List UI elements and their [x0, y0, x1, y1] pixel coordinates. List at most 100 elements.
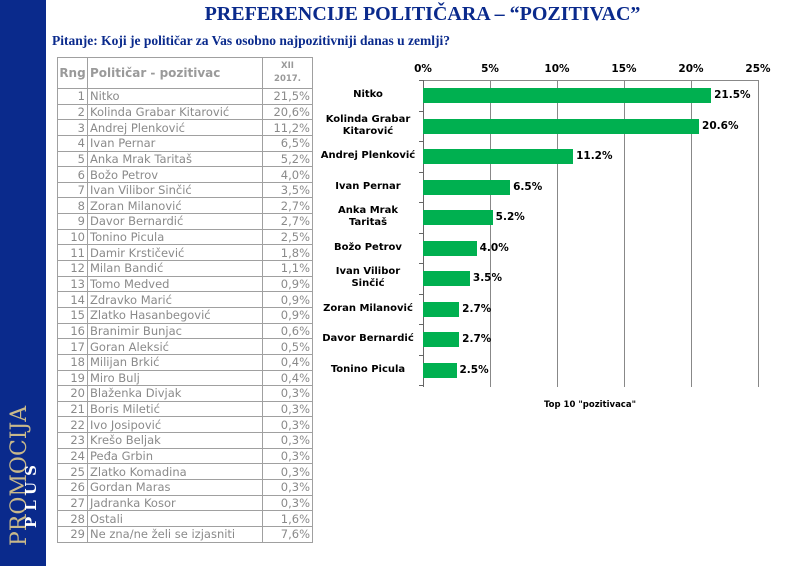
rank-cell: 2 — [57, 103, 88, 121]
rank-cell: 19 — [57, 369, 88, 387]
y-tick — [419, 141, 423, 142]
category-label-line: Božo Petrov — [334, 241, 402, 253]
value-cell: 2,7% — [262, 213, 313, 230]
value-cell: 0,5% — [262, 338, 313, 355]
politician-cell: Anka Mrak Taritaš — [87, 150, 263, 168]
bar — [423, 210, 493, 225]
table-row: 19 Miro Bulj 0,4% — [57, 369, 313, 387]
value-cell: 1,1% — [262, 260, 313, 277]
politician-cell: Tomo Medved — [87, 275, 263, 293]
rank-cell: 13 — [57, 275, 88, 293]
table-row: 12 Milan Bandić 1,1% — [57, 260, 313, 277]
table-row: 14 Zdravko Marić 0,9% — [57, 291, 313, 308]
rank-cell: 14 — [57, 291, 88, 308]
y-tick — [419, 80, 423, 81]
category-label: Zoran Milanović — [316, 303, 420, 315]
rank-cell: 10 — [57, 228, 88, 246]
politician-cell: Božo Petrov — [87, 166, 263, 183]
value-cell: 11,2% — [262, 119, 313, 136]
politician-cell: Branimir Bunjac — [87, 322, 263, 340]
gridline — [691, 80, 692, 387]
value-cell: 0,3% — [262, 400, 313, 418]
table-row: 2 Kolinda Grabar Kitarović 20,6% — [57, 103, 313, 121]
ranking-table: Rng Političar - pozitivac XII 2017. 1 Nitk… — [57, 57, 313, 543]
value-cell: 5,2% — [262, 150, 313, 168]
table-row: 5 Anka Mrak Taritaš 5,2% — [57, 150, 313, 168]
table-header-row: Rng Političar - pozitivac XII 2017. — [57, 57, 313, 89]
category-label-line: Andrej Plenković — [320, 150, 416, 161]
table-row: 11 Damir Krstičević 1,8% — [57, 244, 313, 262]
table-row: 29 Ne zna/ne želi se izjasniti 7,6% — [57, 525, 313, 543]
category-label: Davor Bernardić — [316, 333, 420, 345]
category-label: Andrej Plenković — [316, 150, 420, 162]
politician-cell: Andrej Plenković — [87, 119, 263, 136]
politician-cell: Gordan Maras — [87, 479, 263, 496]
rank-cell: 24 — [57, 447, 88, 465]
rank-cell: 3 — [57, 119, 88, 136]
category-label-line: Davor Bernardić — [322, 333, 414, 344]
table-row: 1 Nitko 21,5% — [57, 88, 313, 105]
bar-value-label: 3.5% — [472, 272, 503, 284]
y-tick — [419, 232, 423, 234]
table-row: 16 Branimir Bunjac 0,6% — [57, 322, 313, 340]
table-row: 3 Andrej Plenković 11,2% — [57, 119, 313, 136]
category-label-line: Sinčić — [351, 278, 385, 289]
bar-value-label: 5.2% — [495, 211, 525, 223]
header-period-year: 2017. — [274, 74, 301, 84]
table-row: 27 Jadranka Kosor 0,3% — [57, 494, 313, 512]
table-row: 17 Goran Aleksić 0,5% — [57, 338, 313, 355]
politician-cell: Davor Bernardić — [87, 213, 263, 230]
value-cell: 0,4% — [262, 353, 313, 371]
rank-cell: 27 — [57, 494, 88, 512]
politician-cell: Kolinda Grabar Kitarović — [87, 103, 263, 121]
politician-cell: Krešo Beljak — [87, 432, 263, 449]
table-row: 20 Blaženka Divjak 0,3% — [57, 385, 313, 402]
politician-cell: Ostali — [87, 510, 263, 527]
rank-cell: 28 — [57, 510, 88, 527]
value-cell: 0,3% — [262, 447, 313, 465]
value-cell: 0,3% — [262, 494, 313, 512]
table-row: 23 Krešo Beljak 0,3% — [57, 432, 313, 449]
value-cell: 21,5% — [262, 88, 313, 105]
politician-cell: Ne zna/ne želi se izjasniti — [87, 525, 263, 543]
bar — [423, 301, 460, 317]
bar — [423, 149, 574, 164]
bar — [423, 362, 457, 378]
bar — [423, 332, 460, 347]
bar — [423, 240, 477, 256]
top10-bar-chart: Top 10 "pozitivaca" 0% 5% 10% 15% 20% 25% 21.5… — [316, 58, 799, 418]
rank-cell: 7 — [57, 181, 88, 199]
bar-value-label: 21.5% — [714, 89, 751, 101]
politician-cell: Milan Bandić — [87, 260, 263, 277]
category-label: Anka Mrak Taritaš — [316, 205, 420, 229]
politician-cell: Zlatko Komadina — [87, 463, 263, 481]
bar-value-label: 2.5% — [459, 363, 489, 376]
y-tick — [419, 354, 423, 356]
category-label: Božo Petrov — [316, 242, 420, 254]
politician-cell: Zdravko Marić — [87, 291, 263, 308]
table-row: 22 Ivo Josipović 0,3% — [57, 416, 313, 434]
survey-question: Pitanje: Koji je političar za Vas osobno… — [52, 33, 451, 48]
politician-cell: Ivan Vilibor Sinčić — [87, 181, 263, 199]
category-label-line: Kitarović — [342, 125, 394, 137]
x-tick-label: 5% — [481, 63, 499, 75]
x-tick-label: 25% — [745, 63, 771, 75]
politician-cell: Miro Bulj — [87, 369, 263, 387]
category-label: Nitko — [316, 89, 420, 101]
value-cell: 3,5% — [262, 181, 313, 199]
table-row: 28 Ostali 1,6% — [57, 510, 313, 527]
rank-cell: 8 — [57, 197, 88, 215]
value-cell: 0,3% — [262, 463, 313, 481]
brand-subname: PLUS — [22, 459, 40, 528]
page-title: PREFERENCIJE POLITIČARA – “POZITIVAC” — [204, 3, 641, 25]
politician-cell: Peđa Grbin — [87, 447, 263, 465]
value-cell: 1,8% — [262, 244, 313, 262]
header-period: XII 2017. — [262, 57, 313, 89]
brand-logo: PROMOCIJA PLUS — [0, 396, 46, 546]
category-label-line: Nitko — [353, 89, 383, 100]
rank-cell: 4 — [57, 134, 88, 152]
politician-cell: Tonino Picula — [87, 228, 263, 246]
category-label: Tonino Picula — [316, 364, 420, 376]
table-row: 18 Milijan Brkić 0,4% — [57, 353, 313, 371]
value-cell: 0,6% — [262, 322, 313, 340]
